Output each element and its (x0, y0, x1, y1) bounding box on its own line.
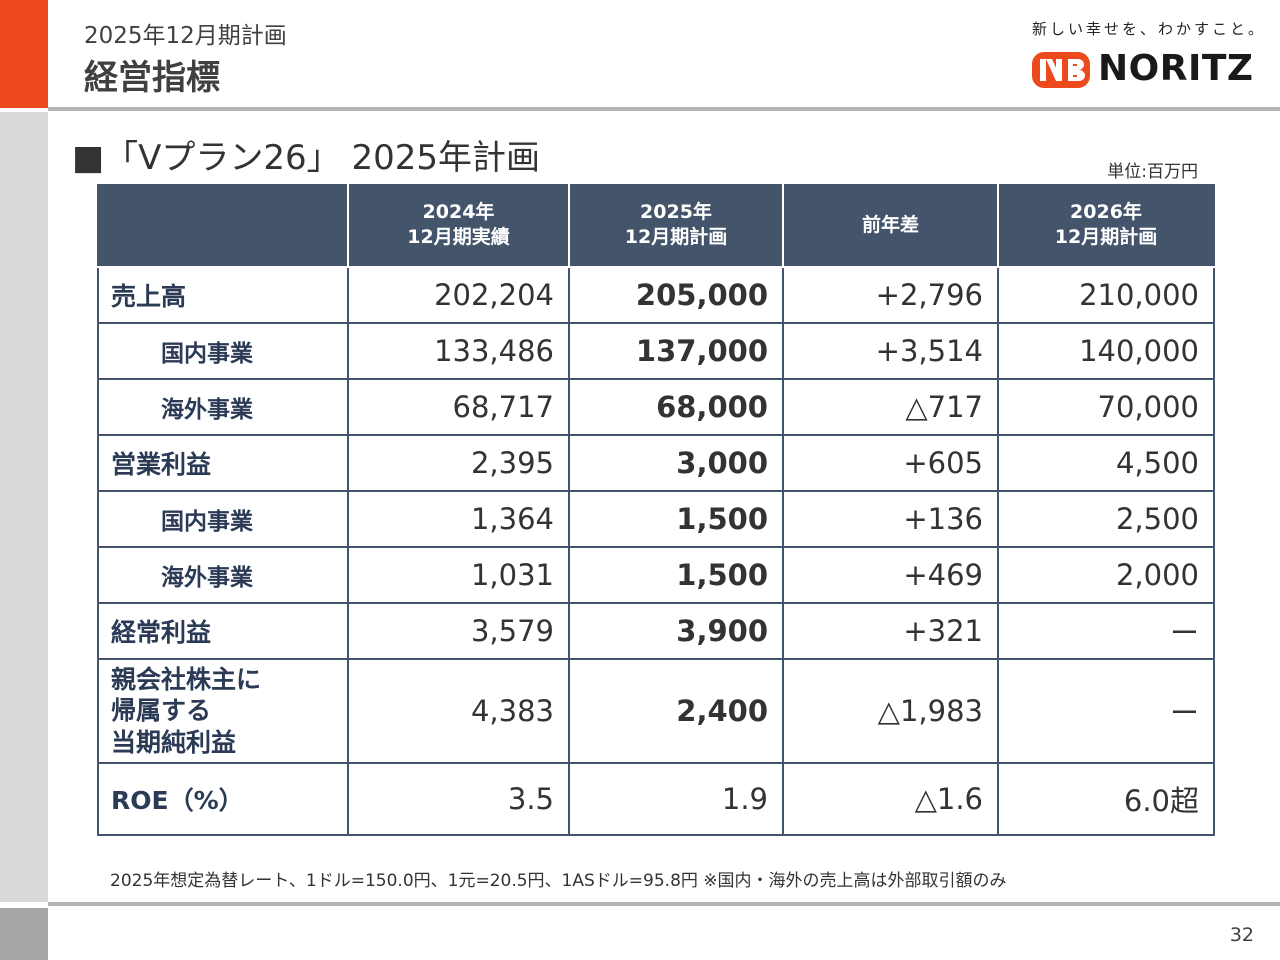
table-cell: 140,000 (997, 322, 1215, 380)
column-header-yoy-diff: 前年差 (782, 184, 999, 268)
row-label: 海外事業 (97, 546, 349, 604)
table-cell: 3,900 (568, 602, 784, 660)
table-row-sales-overseas: 海外事業 68,717 68,000 △717 70,000 (97, 378, 1215, 436)
table-cell: 68,717 (347, 378, 570, 436)
table-row-ordinary-income: 経常利益 3,579 3,900 +321 ー (97, 602, 1215, 660)
metrics-table: 2024年 12月期実績 2025年 12月期計画 前年差 2026年 12月期計画 … (97, 184, 1215, 836)
section-heading: ■「Vプラン26」 2025年計画 (72, 138, 540, 178)
accent-bar-side (0, 112, 48, 902)
row-label: 経常利益 (97, 602, 349, 660)
table-cell: 1,500 (568, 490, 784, 548)
table-cell: 68,000 (568, 378, 784, 436)
table-cell: ー (997, 658, 1215, 764)
table-cell: 6.0超 (997, 762, 1215, 836)
table-cell: △1.6 (782, 762, 999, 836)
slide-subtitle: 2025年12月期計画 (84, 23, 287, 49)
column-header-label (97, 184, 349, 268)
table-row-operating-income: 営業利益 2,395 3,000 +605 4,500 (97, 434, 1215, 492)
table-cell: 3,579 (347, 602, 570, 660)
table-cell: 1,031 (347, 546, 570, 604)
table-cell: 1,500 (568, 546, 784, 604)
table-cell: 2,000 (997, 546, 1215, 604)
row-label: 売上高 (97, 266, 349, 324)
table-cell: 70,000 (997, 378, 1215, 436)
table-cell: ー (997, 602, 1215, 660)
noritz-logo-icon (1032, 52, 1090, 88)
row-label: 国内事業 (97, 322, 349, 380)
table-cell: 210,000 (997, 266, 1215, 324)
header-divider (48, 107, 1280, 111)
accent-bar-top (0, 0, 48, 108)
slide-title: 経営指標 (84, 58, 220, 98)
column-header-2024-actual: 2024年 12月期実績 (347, 184, 570, 268)
row-label: ROE（%） (97, 762, 349, 836)
table-cell: +321 (782, 602, 999, 660)
table-cell: 2,400 (568, 658, 784, 764)
table-row-net-income: 親会社株主に 帰属する 当期純利益 4,383 2,400 △1,983 ー (97, 658, 1215, 764)
table-row-op-income-domestic: 国内事業 1,364 1,500 +136 2,500 (97, 490, 1215, 548)
table-cell: 3,000 (568, 434, 784, 492)
column-header-2025-plan: 2025年 12月期計画 (568, 184, 784, 268)
table-header-row: 2024年 12月期実績 2025年 12月期計画 前年差 2026年 12月期計画 (97, 184, 1215, 268)
column-header-2026-plan: 2026年 12月期計画 (997, 184, 1215, 268)
table-cell: 4,500 (997, 434, 1215, 492)
accent-bar-bottom (0, 908, 48, 960)
table-cell: 1,364 (347, 490, 570, 548)
table-cell: 137,000 (568, 322, 784, 380)
table-cell: 1.9 (568, 762, 784, 836)
table-cell: 2,500 (997, 490, 1215, 548)
table-cell: +3,514 (782, 322, 999, 380)
row-label: 海外事業 (97, 378, 349, 436)
table-cell: 3.5 (347, 762, 570, 836)
row-label: 国内事業 (97, 490, 349, 548)
footer-divider (48, 902, 1280, 906)
unit-label: 単位:百万円 (1107, 162, 1198, 182)
table-cell: 205,000 (568, 266, 784, 324)
footnote: 2025年想定為替レート、1ドル=150.0円、1元=20.5円、1ASドル=9… (110, 871, 1007, 891)
table-cell: +2,796 (782, 266, 999, 324)
table-cell: 2,395 (347, 434, 570, 492)
brand-tagline: 新しい幸せを、わかすこと。 (1032, 20, 1267, 38)
table-cell: 133,486 (347, 322, 570, 380)
row-label: 営業利益 (97, 434, 349, 492)
table-row-op-income-overseas: 海外事業 1,031 1,500 +469 2,000 (97, 546, 1215, 604)
table-row-net-sales: 売上高 202,204 205,000 +2,796 210,000 (97, 266, 1215, 324)
table-cell: △717 (782, 378, 999, 436)
brand-logo-text: NORITZ (1098, 48, 1254, 89)
table-cell: +605 (782, 434, 999, 492)
table-row-roe: ROE（%） 3.5 1.9 △1.6 6.0超 (97, 762, 1215, 836)
table-cell: +136 (782, 490, 999, 548)
row-label: 親会社株主に 帰属する 当期純利益 (97, 658, 349, 764)
table-cell: +469 (782, 546, 999, 604)
page-number: 32 (1229, 924, 1254, 946)
table-cell: 4,383 (347, 658, 570, 764)
table-cell: △1,983 (782, 658, 999, 764)
table-row-sales-domestic: 国内事業 133,486 137,000 +3,514 140,000 (97, 322, 1215, 380)
table-cell: 202,204 (347, 266, 570, 324)
